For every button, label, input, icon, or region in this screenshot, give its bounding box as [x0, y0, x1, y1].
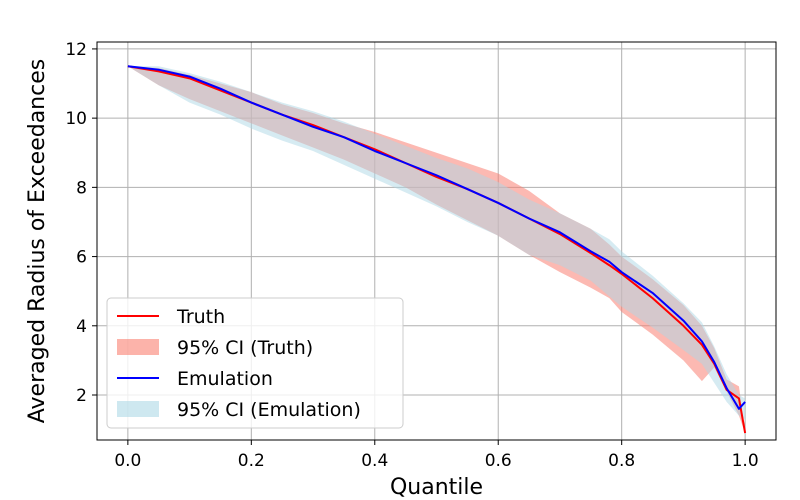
x-tick-label: 1.0 — [732, 451, 759, 471]
y-tick-label: 6 — [76, 248, 87, 268]
legend: Truth 95% CI (Truth) Emulation 95% CI (Emul… — [106, 297, 404, 429]
x-axis-label: Quantile — [390, 475, 483, 500]
y-tick-label: 8 — [76, 178, 87, 198]
legend-box — [106, 297, 404, 429]
legend-label-95-ci-truth: 95% CI (Truth) — [177, 337, 313, 359]
x-tick-label: 0.4 — [361, 451, 388, 471]
legend-swatch-95-ci-truth — [117, 339, 159, 355]
y-axis-label: Averaged Radius of Exceedances — [25, 59, 50, 423]
y-tick-label: 4 — [76, 317, 87, 337]
y-tick-label: 12 — [65, 40, 87, 60]
plot-frame — [96, 41, 777, 441]
ci-bands — [127, 66, 746, 434]
axis-ticks: 0.0 0.2 0.4 0.6 0.8 1.0 2 4 6 8 10 12 — [65, 40, 758, 471]
band-95-ci-emulation — [127, 66, 746, 420]
legend-label-truth: Truth — [176, 306, 225, 328]
legend-swatch-95-ci-emulation — [117, 401, 159, 417]
x-tick-label: 0.8 — [608, 451, 635, 471]
y-tick-label: 10 — [65, 109, 87, 129]
y-tick-label: 2 — [76, 386, 87, 406]
x-tick-label: 0.0 — [114, 451, 141, 471]
legend-label-emulation: Emulation — [177, 368, 273, 390]
series-lines — [127, 65, 747, 434]
legend-label-95-ci-emulation: 95% CI (Emulation) — [177, 399, 361, 421]
x-tick-label: 0.6 — [485, 451, 512, 471]
line-emulation — [127, 65, 746, 410]
x-tick-label: 0.2 — [238, 451, 265, 471]
